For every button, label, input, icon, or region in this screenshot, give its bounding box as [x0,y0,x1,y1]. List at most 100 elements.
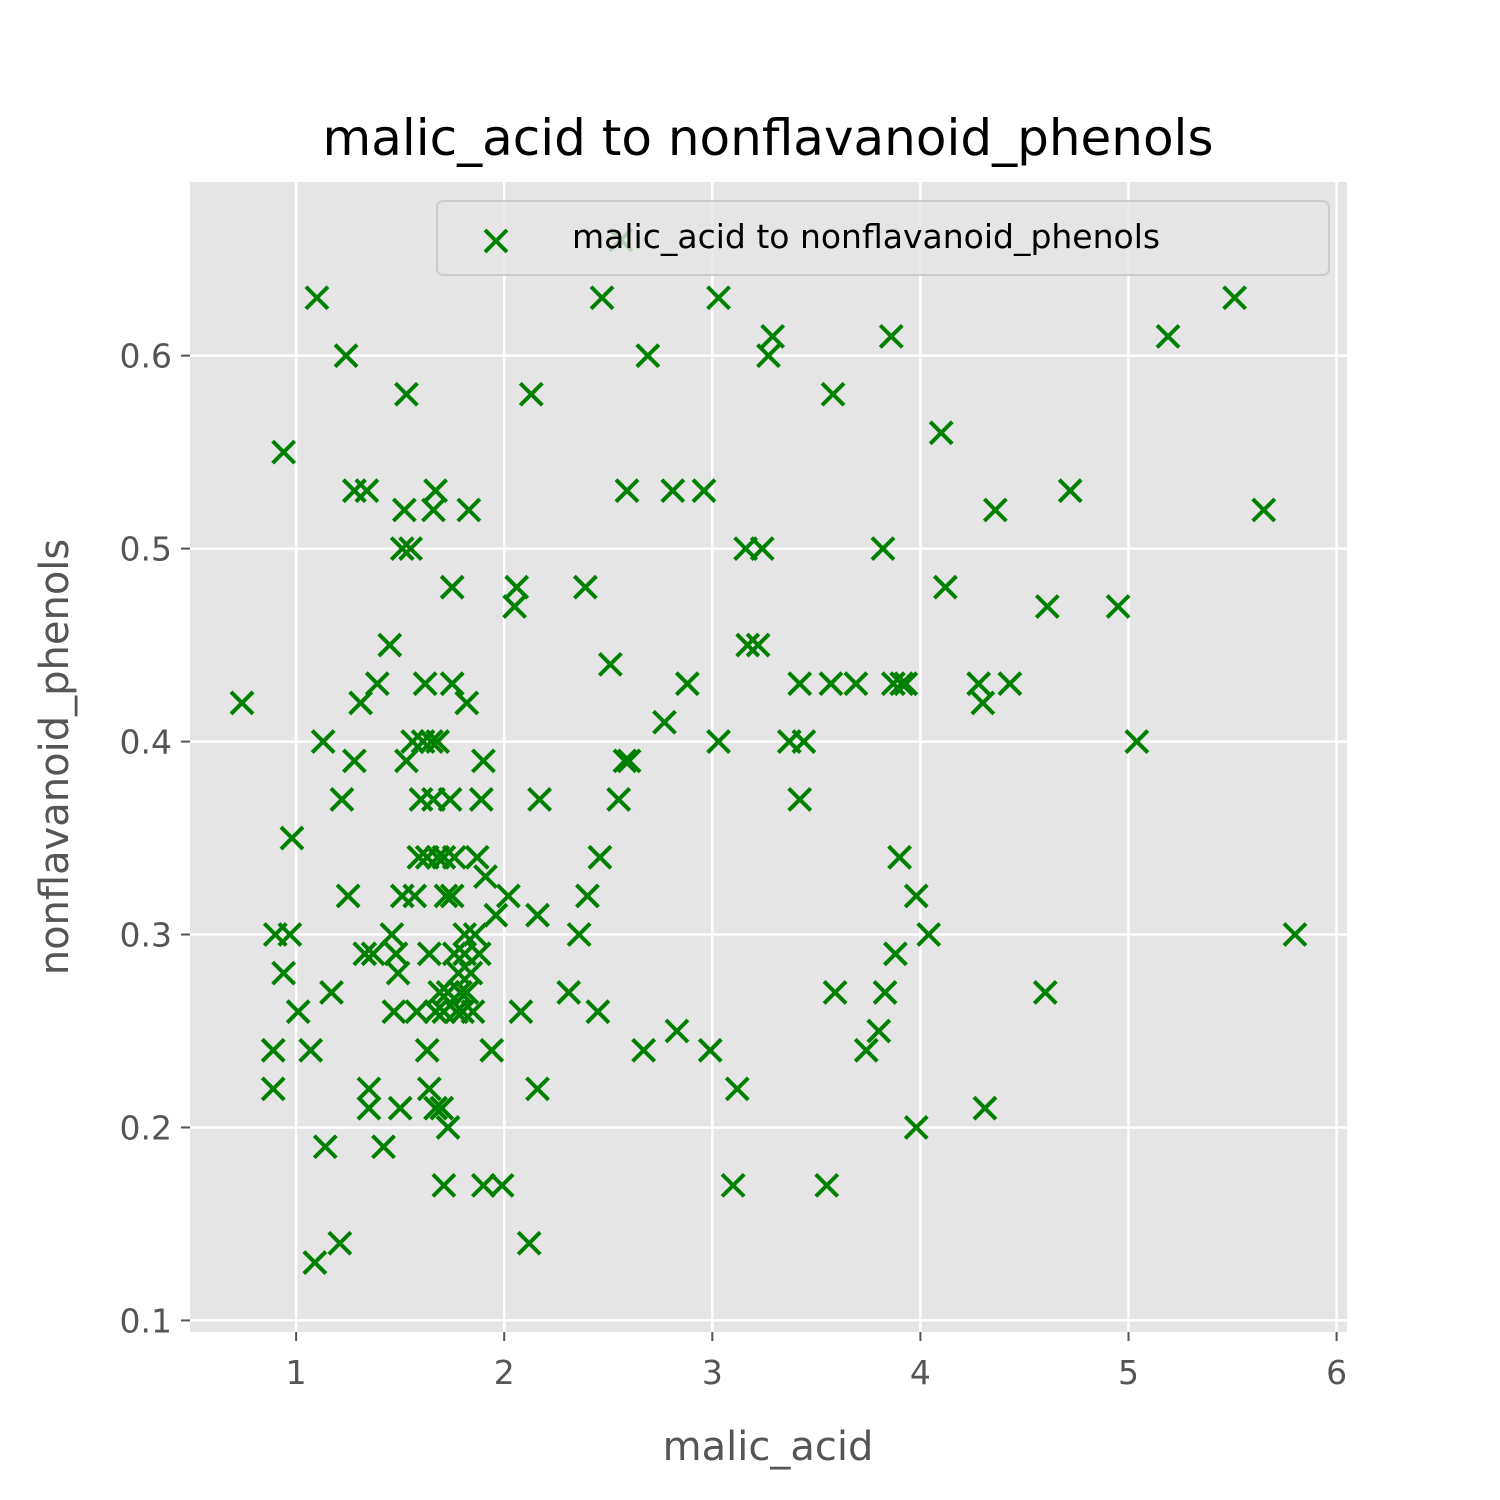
data-point [735,632,761,658]
x-tick-label: 3 [702,1353,723,1392]
data-point [691,478,717,504]
data-point [866,1018,892,1044]
data-point [787,787,813,812]
data-point [385,960,411,986]
data-point [312,1134,338,1160]
data-point [556,979,582,1005]
data-point [820,381,846,407]
data-point [756,343,781,369]
data-point [277,922,303,947]
data-point [724,1076,750,1102]
data-point [439,574,465,600]
data-point [483,902,509,928]
data-point [379,922,405,947]
data-point [1282,922,1308,947]
data-point [916,922,942,947]
data-point [495,883,521,909]
data-point [903,1115,929,1140]
data-point [1251,497,1277,523]
data-point [423,478,448,504]
data-point [437,787,463,812]
data-point [982,497,1008,523]
data-point [527,787,553,812]
data-point [525,1076,550,1102]
data-point [518,381,544,407]
data-point [391,497,417,523]
data-point [310,729,336,754]
data-point [371,1134,396,1160]
data-point [652,709,677,735]
data-point [887,844,913,870]
data-point [1124,729,1150,754]
data-point [872,979,898,1005]
data-point [402,883,428,909]
data-point [454,979,480,1005]
data-point [893,671,919,697]
data-point [327,1230,353,1256]
data-point [760,323,786,349]
data-point [458,960,484,986]
data-point [589,285,615,311]
data-point [616,748,642,774]
data-point [473,864,498,890]
data-point [843,671,869,697]
data-point [664,1018,690,1044]
axis-ticks: 1 2 3 4 5 6 0.1 0.2 0.3 0.4 0.5 0.6 [120,337,1348,1392]
data-point [1032,979,1058,1005]
data-point [889,671,915,697]
x-axis-label: malic_acid [663,1424,874,1470]
data-point [1105,594,1131,619]
x-tick-label: 6 [1326,1353,1347,1392]
y-tick-label: 0.1 [120,1301,172,1340]
data-point [454,690,480,716]
data-point [414,1037,440,1063]
data-point [660,478,686,504]
data-point [333,343,359,369]
data-point [433,883,459,909]
data-point [387,1095,413,1121]
data-point [1155,323,1181,349]
x-tick-label: 1 [286,1353,307,1392]
data-point [319,979,344,1005]
data-point [394,381,419,407]
data-point [356,1076,382,1102]
data-point [504,574,530,600]
data-point [575,883,600,909]
data-point [818,671,844,697]
data-point [508,999,534,1025]
y-tick-label: 0.3 [120,916,172,955]
data-point [279,825,305,851]
data-point [566,922,592,947]
data-point [439,671,465,697]
y-tick-label: 0.4 [120,723,172,762]
data-point [997,671,1023,697]
x-tick-label: 4 [910,1353,931,1392]
x-tick-label: 2 [494,1353,515,1392]
data-point [364,671,390,697]
data-point [460,999,486,1025]
data-point [612,748,638,774]
data-point [423,999,448,1025]
data-point [674,671,700,697]
data-point [431,844,457,870]
data-point [470,748,496,774]
data-point [706,729,731,754]
data-point [400,729,426,754]
data-point [516,1230,542,1256]
data-point [970,690,996,716]
data-point [972,1095,998,1121]
data-point [720,1172,746,1198]
data-point [431,1172,457,1198]
data-point [585,999,611,1025]
y-tick-label: 0.2 [120,1108,172,1147]
data-points [229,227,1308,1275]
data-point [468,787,494,812]
data-point [418,729,444,754]
data-point [966,671,992,697]
data-point [423,1095,448,1121]
data-point [389,536,415,562]
data-point [822,979,848,1005]
data-point [697,1037,723,1063]
